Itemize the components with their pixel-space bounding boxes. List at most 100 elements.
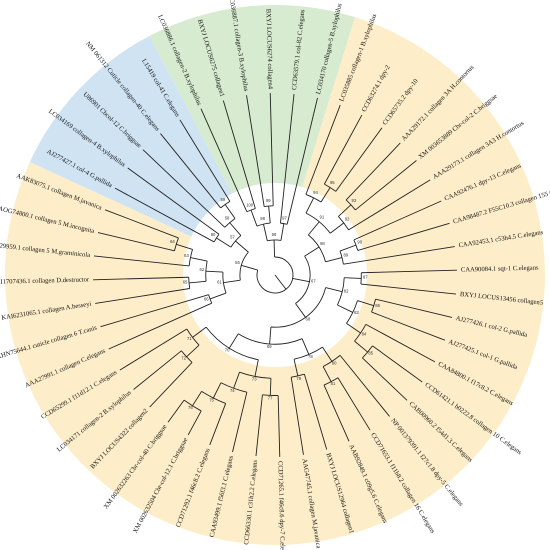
tree-branch <box>228 333 239 349</box>
orange-clade-sector <box>5 17 545 546</box>
leaf-label: CAA90084.1 sqt-1 C.elegans <box>461 265 539 274</box>
tree-branch <box>192 391 202 407</box>
bootstrap-value: 87 <box>363 275 368 280</box>
bootstrap-value: 63 <box>184 253 189 258</box>
tree-branch <box>232 392 248 453</box>
bootstrap-value: 83 <box>354 310 359 315</box>
bootstrap-value: 100 <box>246 202 254 207</box>
bootstrap-value: 82 <box>344 289 349 294</box>
tree-branch <box>280 223 285 241</box>
tree-branch <box>339 244 357 252</box>
bootstrap-value: 64 <box>170 239 175 244</box>
tree-arc <box>262 394 279 396</box>
leaf-label: CCD71265.1 f46c8.6 dpy-7 C.elegans <box>276 461 286 550</box>
tree-branch <box>322 366 332 382</box>
tree-branch <box>269 93 274 206</box>
tree-branch <box>142 149 226 228</box>
tree-branch <box>93 255 190 267</box>
tree-branch <box>186 344 200 358</box>
tree-branch <box>205 270 223 273</box>
bootstrap-value: 93 <box>352 198 357 203</box>
tree-branch <box>190 257 208 262</box>
tree-branch <box>222 100 256 209</box>
bootstrap-values: 100 99 98 97 96 95 94 93 92 91 90 89 88 87 86 85 84 83 82 8… <box>170 180 380 410</box>
leaf-label: KAI1707436.1 collagen D.destructor <box>0 276 90 286</box>
tree-branch <box>308 221 320 236</box>
tree-root <box>274 274 287 290</box>
tree-branch <box>254 359 259 377</box>
tree-branch <box>360 283 457 295</box>
bootstrap-value: 85 <box>368 351 373 356</box>
tree-branch <box>187 410 202 436</box>
bootstrap-value: 66 <box>204 296 209 301</box>
bootstrap-value: 99 <box>266 198 271 203</box>
bootstrap-value: 91 <box>320 215 325 220</box>
tree-arc <box>220 382 247 393</box>
tree-branch <box>235 240 249 253</box>
bootstrap-value: 60 <box>211 232 216 237</box>
tree-branch <box>322 346 333 362</box>
bootstrap-value: 94 <box>313 190 318 195</box>
tree-branch <box>119 328 188 371</box>
tree-branch <box>344 277 362 279</box>
tree-branch <box>337 377 371 431</box>
bootstrap-value: 90 <box>357 240 362 245</box>
tree-branch <box>346 323 361 334</box>
tree-branch <box>216 237 232 248</box>
tree-branch <box>277 395 281 457</box>
tree-branch <box>362 357 408 401</box>
tree-branch <box>375 298 453 318</box>
tree-branch <box>255 394 263 457</box>
tree-branch <box>280 93 295 224</box>
tree-branch <box>355 160 417 211</box>
tree-branch <box>304 246 320 257</box>
tree-branch <box>209 403 227 446</box>
tree-branches <box>93 93 457 457</box>
tree-branch <box>329 222 345 234</box>
bootstrap-value: 77 <box>268 395 273 400</box>
tree-branch <box>323 384 350 442</box>
tree-branch <box>108 302 212 350</box>
tree-branch <box>348 179 431 231</box>
tree-branch <box>371 311 446 341</box>
bootstrap-value: 88 <box>320 241 325 246</box>
bootstrap-value: 65 <box>183 279 188 284</box>
tree-branch <box>188 280 207 284</box>
tree-branch <box>303 374 328 450</box>
tree-branch <box>200 108 248 212</box>
tree-branch <box>269 326 272 345</box>
tree-branch <box>263 224 268 241</box>
tree-branch <box>301 338 310 355</box>
tree-branch <box>149 362 193 408</box>
bootstrap-value: 78 <box>308 354 313 359</box>
bootstrap-value: 76 <box>188 405 193 410</box>
bootstrap-value: 68 <box>306 317 311 322</box>
tree-branch <box>325 257 343 263</box>
tree-branch <box>176 243 193 250</box>
tree-branch <box>167 399 185 423</box>
tree-branch <box>114 187 215 243</box>
tree-branch <box>104 209 179 239</box>
tree-branch <box>354 340 368 353</box>
bootstrap-value: 89 <box>344 253 349 258</box>
tree-branch <box>209 292 227 300</box>
bootstrap-value: 72 <box>181 356 186 361</box>
tree-branch <box>223 279 241 284</box>
tree-branch <box>212 382 222 399</box>
tree-branch <box>320 187 331 203</box>
bootstrap-value: 59 <box>221 197 226 202</box>
tree-branch <box>250 209 258 227</box>
bootstrap-value: 97 <box>282 216 287 221</box>
bootstrap-value: 69 <box>267 344 272 349</box>
tree-branch <box>365 323 436 363</box>
tree-branch <box>345 142 401 201</box>
tree-branch <box>192 326 207 338</box>
tree-branch <box>292 277 310 283</box>
bootstrap-value: 92 <box>345 216 350 221</box>
tree-branch <box>357 300 374 307</box>
tree-branch <box>338 204 352 217</box>
tree-branch <box>93 276 189 281</box>
tree-branch <box>95 288 190 304</box>
tree-branch <box>179 119 231 202</box>
